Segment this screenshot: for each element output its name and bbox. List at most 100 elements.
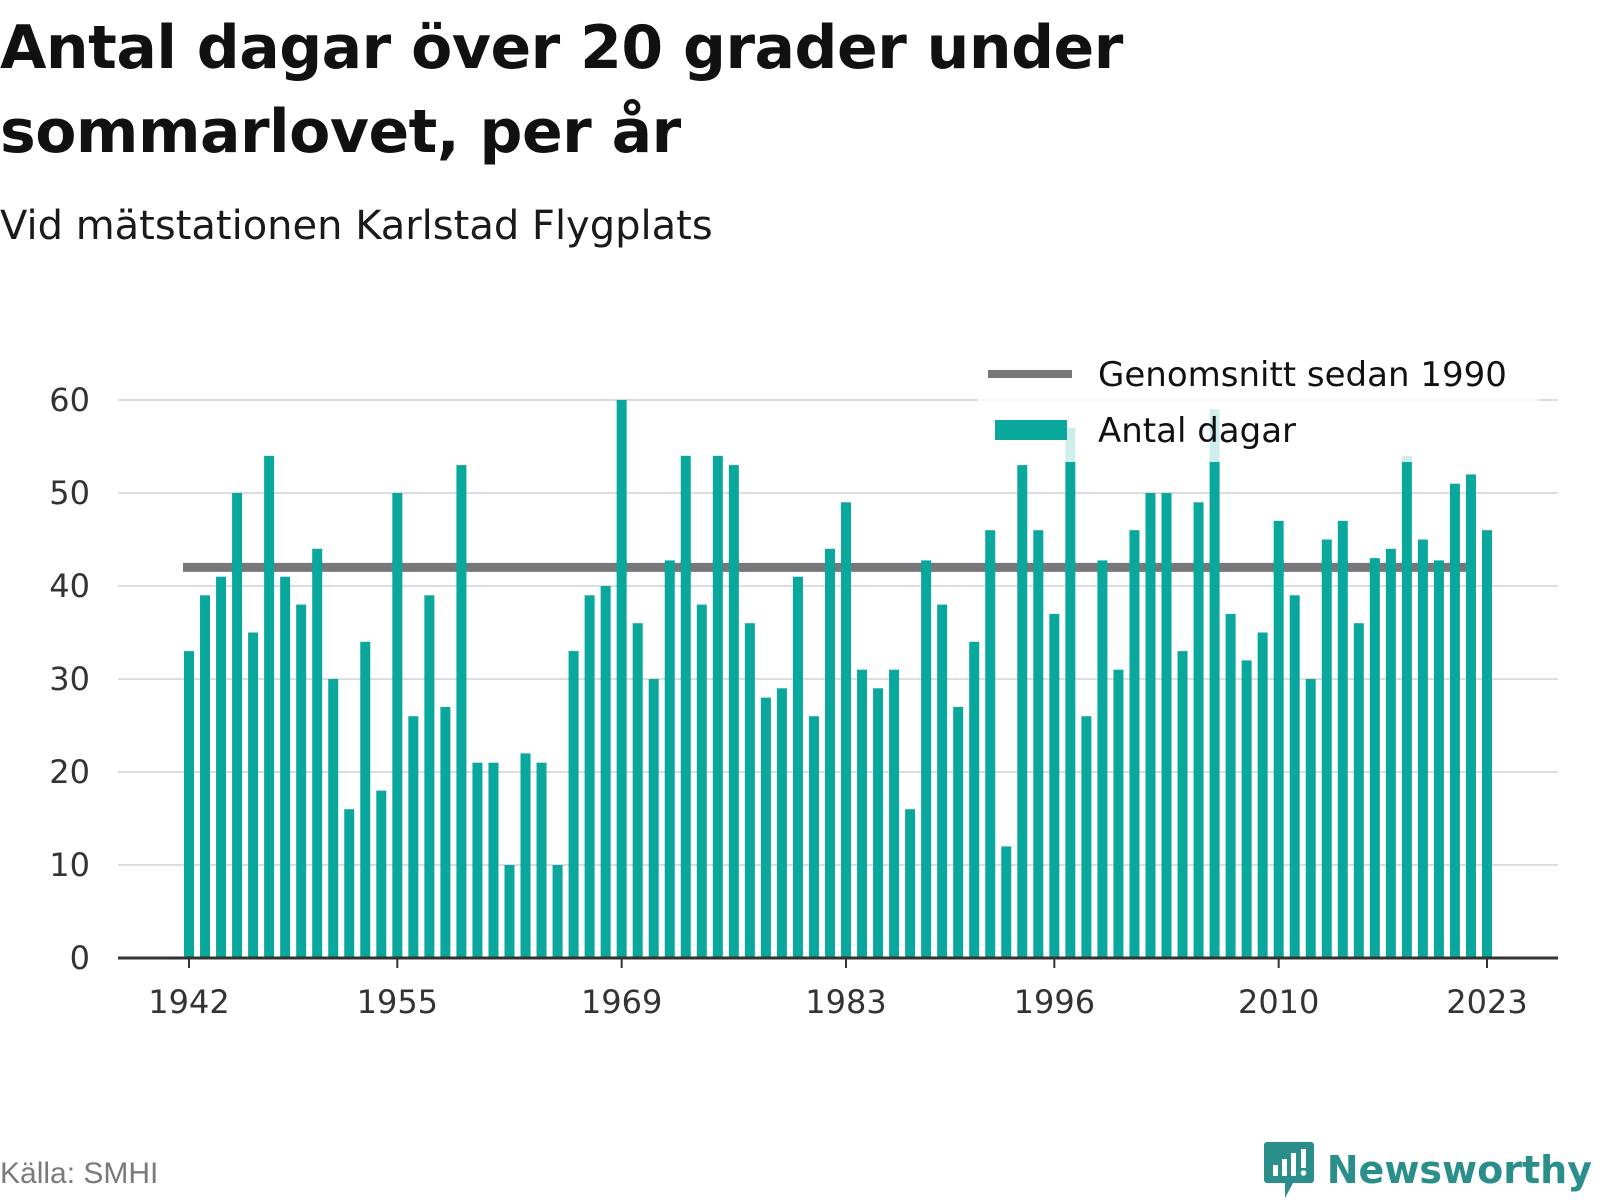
y-tick-label: 50	[49, 474, 90, 512]
bar-overlap	[616, 560, 627, 575]
bar	[1385, 548, 1396, 958]
bar	[1097, 567, 1108, 958]
bar	[1465, 474, 1476, 958]
x-axis-ticks: 1942 1955 1969 1983 1996 2010 2023	[148, 958, 1528, 1021]
chart-subtitle: Vid mätstationen Karlstad Flygplats	[0, 203, 713, 249]
bar	[584, 595, 595, 958]
bar-overlap	[985, 560, 996, 575]
legend-bars-swatch	[995, 420, 1067, 440]
bar	[1081, 716, 1092, 958]
bar	[408, 716, 419, 958]
bar	[1129, 530, 1140, 958]
bar	[280, 576, 291, 958]
bar	[440, 706, 451, 958]
bar-overlap	[312, 560, 323, 575]
y-tick-label: 10	[49, 846, 90, 884]
bar	[760, 697, 771, 958]
bar	[1049, 613, 1060, 958]
legend-average-label: Genomsnitt sedan 1990	[1098, 355, 1507, 395]
bar	[937, 604, 948, 958]
bar-overlap	[824, 560, 835, 575]
bar	[1241, 660, 1252, 958]
source-note: Källa: SMHI	[0, 1157, 159, 1190]
bar-overlap	[264, 560, 275, 575]
legend-bars-label: Antal dagar	[1098, 411, 1296, 451]
bar-overlap	[728, 560, 739, 575]
bar	[232, 493, 243, 958]
bar	[344, 809, 355, 958]
bar-overlap	[1369, 560, 1380, 575]
bar-overlap	[1065, 560, 1076, 575]
bar	[696, 604, 707, 958]
y-tick-label: 40	[49, 567, 90, 605]
bar	[536, 762, 547, 958]
newsworthy-logo-icon	[1263, 1142, 1314, 1198]
bar	[1433, 567, 1444, 958]
bar	[744, 623, 755, 958]
bar	[424, 595, 435, 958]
bar	[1273, 520, 1284, 958]
bar-overlap	[1209, 560, 1220, 575]
bar	[969, 641, 980, 958]
bar-overlap	[392, 560, 403, 575]
x-tick-label: 1942	[148, 983, 229, 1021]
y-axis-ticks: 0 10 20 30 40 50 60	[49, 381, 90, 977]
bar-overlap	[1273, 560, 1284, 575]
bar	[680, 455, 691, 958]
bar	[1321, 539, 1332, 958]
bar	[1225, 613, 1236, 958]
y-tick-label: 20	[49, 753, 90, 791]
bar	[1353, 623, 1364, 958]
bar	[1177, 651, 1188, 958]
bar-overlap	[1433, 560, 1444, 575]
bar	[456, 465, 467, 958]
brand-name: Newsworthy	[1326, 1148, 1592, 1192]
bar	[792, 576, 803, 958]
x-tick-label: 1955	[357, 983, 438, 1021]
bar	[953, 706, 964, 958]
bar-overlap	[1033, 560, 1044, 575]
bar	[1017, 465, 1028, 958]
bar-overlap	[1449, 560, 1460, 575]
bar	[1257, 632, 1268, 958]
x-tick-label: 1996	[1014, 983, 1095, 1021]
bar	[472, 762, 483, 958]
bar	[1209, 409, 1220, 958]
bar-overlap	[921, 560, 932, 575]
bar	[632, 623, 643, 958]
bar	[504, 865, 515, 958]
x-tick-label: 2010	[1238, 983, 1319, 1021]
bar	[1065, 427, 1076, 958]
bar-overlap	[1145, 560, 1156, 575]
bar	[216, 576, 227, 958]
bar	[873, 688, 884, 958]
bar-overlap	[1161, 560, 1172, 575]
bar	[1161, 493, 1172, 958]
bar-overlap	[1017, 560, 1028, 575]
bar-overlap	[456, 560, 467, 575]
bar	[360, 641, 371, 958]
x-tick-label: 1983	[805, 983, 886, 1021]
bars	[184, 400, 1492, 958]
bar-overlap	[841, 560, 852, 575]
bar-overlap	[1385, 560, 1396, 575]
bar-overlap	[1129, 560, 1140, 575]
bar	[1145, 493, 1156, 958]
bar	[376, 790, 387, 958]
bar	[648, 679, 659, 958]
chart-title: Antal dagar över 20 grader under sommarl…	[0, 13, 1123, 167]
bar	[1113, 669, 1124, 958]
bar	[1033, 530, 1044, 958]
bar	[985, 530, 996, 958]
bar	[1337, 520, 1348, 958]
bar	[392, 493, 403, 958]
brand-logo: Newsworthy	[1263, 1140, 1592, 1200]
bar	[1369, 558, 1380, 958]
bar	[664, 567, 675, 958]
bar	[1482, 530, 1492, 958]
bar	[200, 595, 211, 958]
bar	[728, 465, 739, 958]
y-tick-label: 0	[70, 939, 90, 977]
bar-overlap	[1337, 560, 1348, 575]
